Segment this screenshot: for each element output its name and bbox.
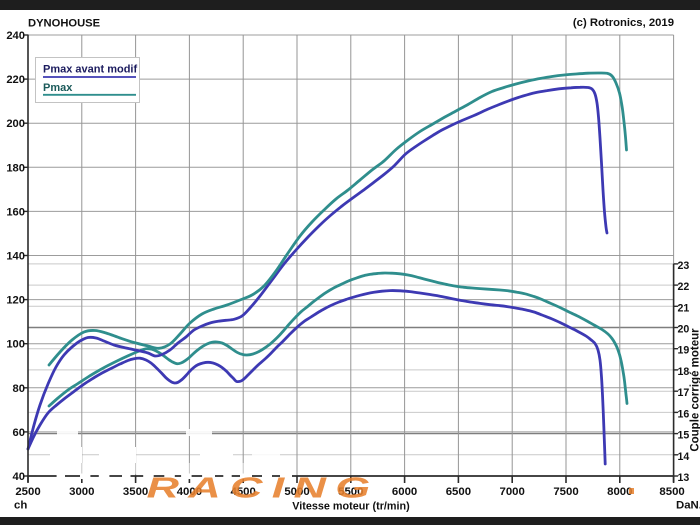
svg-text:6500: 6500 bbox=[446, 486, 471, 498]
svg-text:Pmax: Pmax bbox=[43, 82, 73, 94]
svg-text:6000: 6000 bbox=[392, 486, 417, 498]
svg-text:7500: 7500 bbox=[553, 486, 578, 498]
svg-text:ch: ch bbox=[14, 500, 27, 512]
svg-text:40: 40 bbox=[13, 471, 25, 483]
svg-text:22: 22 bbox=[678, 281, 690, 293]
svg-text:15: 15 bbox=[678, 430, 690, 442]
svg-text:120: 120 bbox=[6, 295, 25, 307]
svg-text:60: 60 bbox=[13, 427, 25, 439]
svg-text:(c) Rotronics, 2019: (c) Rotronics, 2019 bbox=[573, 17, 674, 29]
svg-text:17: 17 bbox=[678, 387, 690, 399]
svg-text:Couple corrigé moteur: Couple corrigé moteur bbox=[690, 328, 700, 452]
svg-text:16: 16 bbox=[678, 408, 690, 420]
svg-text:DaN.: DaN. bbox=[676, 500, 700, 512]
svg-text:7000: 7000 bbox=[500, 486, 525, 498]
svg-text:13: 13 bbox=[678, 472, 690, 484]
svg-text:2500: 2500 bbox=[15, 486, 40, 498]
svg-text:14: 14 bbox=[678, 451, 690, 463]
svg-text:180: 180 bbox=[6, 162, 25, 174]
svg-text:80: 80 bbox=[13, 383, 25, 395]
svg-text:3000: 3000 bbox=[69, 486, 94, 498]
svg-text:19: 19 bbox=[678, 345, 690, 357]
svg-text:8000: 8000 bbox=[607, 486, 632, 498]
svg-text:160: 160 bbox=[6, 206, 25, 218]
svg-text:100: 100 bbox=[6, 339, 25, 351]
svg-text:RACING: RACING bbox=[146, 472, 379, 504]
svg-text:23: 23 bbox=[678, 260, 690, 272]
svg-text:DYNOHOUSE: DYNOHOUSE bbox=[28, 18, 101, 30]
svg-text:Pmax avant modif: Pmax avant modif bbox=[43, 64, 137, 76]
svg-text:20: 20 bbox=[678, 324, 690, 336]
svg-text:140: 140 bbox=[6, 251, 25, 263]
svg-text:240: 240 bbox=[6, 30, 25, 42]
svg-text:3500: 3500 bbox=[123, 486, 148, 498]
svg-text:220: 220 bbox=[6, 74, 25, 86]
svg-text:200: 200 bbox=[6, 118, 25, 130]
svg-text:18: 18 bbox=[678, 366, 690, 378]
svg-text:21: 21 bbox=[678, 302, 690, 314]
svg-text:8500: 8500 bbox=[659, 486, 684, 498]
